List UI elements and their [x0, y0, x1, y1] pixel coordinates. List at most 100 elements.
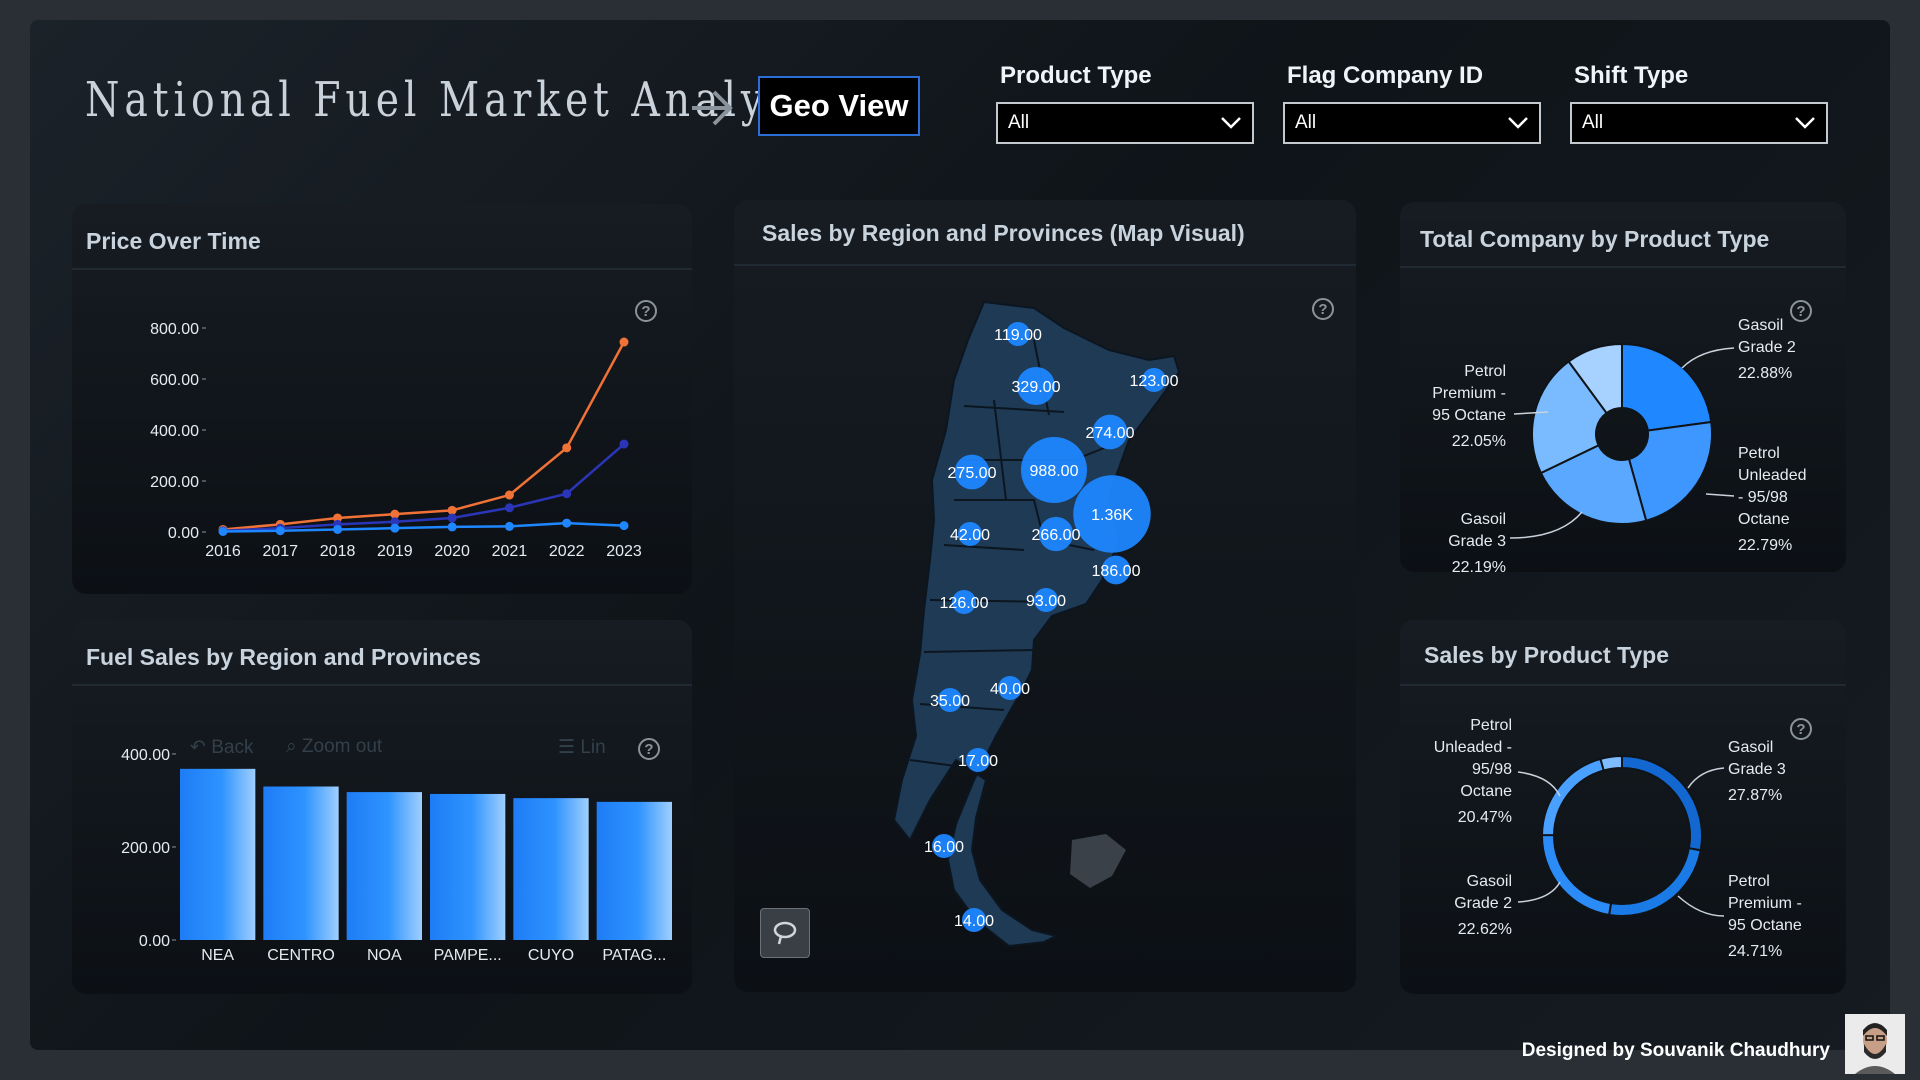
slice-label: Grade 3: [1448, 533, 1506, 550]
map-bubble: [932, 834, 956, 858]
company-donut-chart: Gasoil Grade 2 22.88% Petrol Unleaded - 95/98…: [1432, 317, 1806, 572]
help-icon[interactable]: ?: [1790, 300, 1812, 322]
slice-label: Gasoil: [1461, 511, 1506, 528]
map-bubble: [1142, 368, 1166, 392]
region-bar-chart: 400.00 200.00 0.00 NEA CENTRO NOA PAMPE... CUYO…: [121, 747, 672, 964]
price-over-time-panel: Price Over Time ? 800.00 600.00 400.00 200.…: [72, 204, 692, 594]
x-tick-label: 2019: [377, 543, 413, 560]
map-bubble: [1038, 516, 1074, 552]
help-icon[interactable]: ?: [1790, 718, 1812, 740]
designer-avatar: [1845, 1014, 1905, 1074]
divider: [1400, 266, 1846, 268]
drill-zoom-out-button[interactable]: ⌕ Zoom out: [286, 736, 383, 757]
y-tick-label: 800.00: [150, 321, 199, 338]
leader-line: [1513, 411, 1549, 415]
select-value: All: [1295, 112, 1317, 133]
map-bubble: [1073, 475, 1151, 553]
help-icon[interactable]: ?: [1312, 298, 1334, 320]
shift-type-select[interactable]: All: [1570, 102, 1828, 144]
map-bubble-label: 35.00: [930, 693, 970, 710]
map-bubble: [954, 454, 990, 490]
data-point: [504, 521, 514, 531]
map-bubble: [998, 676, 1022, 700]
slice-label: Gasoil: [1728, 739, 1773, 756]
pie-slice: [1541, 833, 1613, 917]
fuel-sales-region-panel: Fuel Sales by Region and Provinces ↶ Bac…: [72, 620, 692, 994]
map-bubble: [958, 522, 982, 546]
pie-slice: [1599, 754, 1623, 772]
map-bubble-label: 1.36K: [1091, 507, 1133, 524]
map-bubble-label: 266.00: [1032, 527, 1081, 544]
slice-label: Gasoil: [1467, 873, 1512, 890]
lin-label: Lin: [580, 737, 606, 758]
bar: [430, 793, 506, 940]
data-point: [390, 509, 400, 519]
map-bubble-label: 275.00: [948, 465, 997, 482]
select-value: All: [1582, 112, 1604, 133]
x-tick-label: 2023: [606, 543, 642, 560]
data-point: [333, 513, 343, 523]
slice-value: 22.05%: [1452, 433, 1506, 450]
divider: [72, 684, 692, 686]
filter-label: Product Type: [1000, 62, 1152, 89]
map-bubble-label: 119.00: [994, 327, 1042, 344]
slice-value: 20.47%: [1458, 809, 1512, 826]
help-icon[interactable]: ?: [638, 738, 660, 760]
bar: [180, 768, 256, 940]
bar: [263, 786, 339, 940]
divider: [72, 268, 692, 270]
leader-line: [1517, 881, 1561, 903]
zoom-out-label: Zoom out: [301, 736, 383, 757]
linear-scale-toggle[interactable]: ☰ Lin: [558, 737, 606, 758]
geo-view-button[interactable]: Geo View: [758, 76, 920, 136]
data-point: [447, 505, 457, 515]
filter-flag-company: Flag Company ID All: [1283, 62, 1541, 144]
leader-line: [1509, 511, 1583, 539]
bar: [513, 798, 589, 940]
panel-title: Price Over Time: [86, 228, 261, 254]
slice-label: Octane: [1738, 511, 1790, 528]
data-point: [562, 443, 572, 453]
data-point: [390, 517, 400, 527]
data-point: [504, 503, 514, 513]
map-bubble: [966, 748, 990, 772]
y-tick-label: 400.00: [121, 747, 170, 764]
flag-company-select[interactable]: All: [1283, 102, 1541, 144]
slice-label: Octane: [1460, 783, 1512, 800]
map-bubble: [1006, 322, 1030, 346]
leader-line: [1681, 347, 1735, 369]
map-bubble-label: 16.00: [924, 839, 964, 856]
x-tick-label: CENTRO: [267, 947, 335, 964]
lasso-select-button[interactable]: [760, 908, 810, 958]
page-title: National Fuel Market Analysis: [85, 72, 836, 128]
slice-label: Petrol: [1728, 873, 1770, 890]
filter-product-type: Product Type All: [996, 62, 1254, 144]
argentina-map[interactable]: 119.00 329.00 123.00 274.00 275.00 988.00 1.36…: [734, 200, 1356, 992]
map-bubble-label: 126.00: [940, 595, 989, 612]
x-tick-label: 2018: [320, 543, 356, 560]
chevron-down-icon: [1795, 117, 1815, 129]
divider: [1400, 684, 1846, 686]
x-tick-label: 2017: [262, 543, 298, 560]
slice-label: Grade 2: [1454, 895, 1512, 912]
lasso-icon: [773, 921, 797, 945]
x-tick-label: PATAG...: [602, 947, 666, 964]
slice-label: Grade 2: [1738, 339, 1796, 356]
map-bubble: [1101, 555, 1131, 585]
x-tick-label: CUYO: [528, 947, 574, 964]
map-bubble-label: 186.00: [1092, 563, 1141, 580]
slice-label: Unleaded -: [1434, 739, 1512, 756]
leader-line: [1517, 771, 1561, 797]
designer-credit: Designed by Souvanik Chaudhury: [1521, 1040, 1830, 1061]
pie-slice: [1621, 342, 1713, 432]
map-bubble: [952, 590, 976, 614]
filter-label: Shift Type: [1574, 62, 1689, 89]
help-icon[interactable]: ?: [635, 300, 657, 322]
leader-line: [1677, 895, 1725, 917]
map-panel: Sales by Region and Provinces (Map Visua…: [734, 200, 1356, 992]
slice-label: Petrol: [1464, 363, 1506, 380]
drill-back-button[interactable]: ↶ Back: [190, 737, 254, 758]
map-bubble-label: 274.00: [1086, 425, 1135, 442]
product-type-select[interactable]: All: [996, 102, 1254, 144]
slice-label: Gasoil: [1738, 317, 1783, 334]
